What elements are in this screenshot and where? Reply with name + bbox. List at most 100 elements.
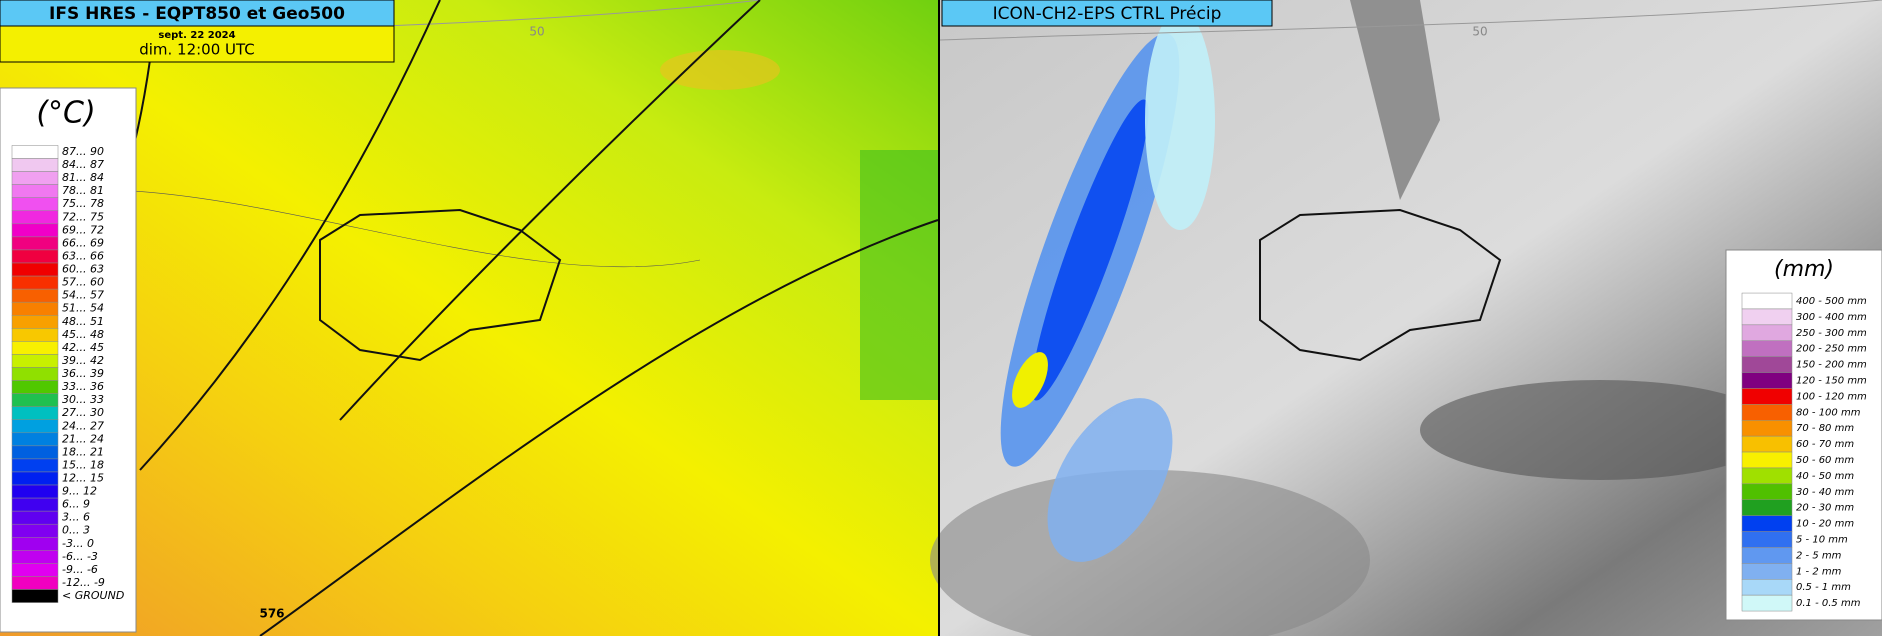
legend-label: 42... 45 xyxy=(62,341,104,354)
contour-label: 576 xyxy=(259,607,284,621)
legend-label: 100 - 120 mm xyxy=(1796,391,1867,402)
legend-swatch xyxy=(1741,579,1793,596)
legend-label: 84... 87 xyxy=(62,158,104,171)
legend-swatch xyxy=(11,458,59,473)
legend-label: 40 - 50 mm xyxy=(1796,471,1854,482)
legend-swatch xyxy=(11,341,59,355)
legend-swatch xyxy=(11,432,59,447)
legend-swatch xyxy=(11,380,59,394)
right-map xyxy=(930,0,1882,640)
legend-swatch xyxy=(11,510,59,525)
legend-label: 18... 21 xyxy=(62,445,104,458)
legend-swatch xyxy=(11,301,59,316)
legend-swatch xyxy=(11,471,59,486)
legend-swatch xyxy=(11,145,59,159)
legend-label: -3... 0 xyxy=(62,537,94,550)
legend-unit: (°C) xyxy=(36,96,95,131)
legend-swatch xyxy=(1741,324,1793,342)
legend-label: 24... 27 xyxy=(62,419,104,432)
legend-swatch xyxy=(1741,388,1793,405)
legend-swatch xyxy=(11,419,59,434)
legend-swatch xyxy=(1741,340,1793,357)
left-date: sept. 22 2024 xyxy=(158,30,235,41)
legend-label: -9... -6 xyxy=(62,563,98,576)
legend-label: 70 - 80 mm xyxy=(1796,423,1854,434)
legend-swatch xyxy=(1741,308,1793,326)
legend-label: 60 - 70 mm xyxy=(1796,439,1854,450)
legend-label: 2 - 5 mm xyxy=(1796,550,1842,561)
legend-swatch xyxy=(1741,420,1793,437)
legend-label: 80 - 100 mm xyxy=(1796,407,1861,418)
legend-label: 87... 90 xyxy=(62,145,104,158)
legend-label: 6... 9 xyxy=(62,498,90,511)
legend-label: 27... 30 xyxy=(62,406,104,419)
legend-swatch xyxy=(11,288,59,303)
legend-swatch xyxy=(11,523,59,538)
legend-swatch xyxy=(11,275,59,290)
legend-swatch xyxy=(1741,483,1793,501)
legend-label: 66... 69 xyxy=(62,236,104,249)
legend-label: 54... 57 xyxy=(62,289,104,302)
legend-label: 30 - 40 mm xyxy=(1796,487,1854,498)
legend-swatch xyxy=(11,354,59,368)
legend-swatch xyxy=(1741,404,1793,421)
legend-label: 63... 66 xyxy=(62,249,104,262)
legend-swatch xyxy=(1741,499,1793,516)
legend-swatch xyxy=(11,537,59,551)
legend-label: 33... 36 xyxy=(62,380,104,393)
legend-swatch xyxy=(1741,356,1793,373)
legend-label: 300 - 400 mm xyxy=(1796,312,1867,323)
legend-swatch xyxy=(11,497,59,512)
legend-swatch xyxy=(11,550,59,564)
legend-swatch xyxy=(11,171,59,185)
legend-label: 0.1 - 0.5 mm xyxy=(1796,598,1861,609)
legend-label: 3... 6 xyxy=(62,511,90,524)
legend-label: -6... -3 xyxy=(62,550,98,563)
legend-label: 9... 12 xyxy=(62,485,97,498)
legend-swatch xyxy=(1741,515,1793,532)
legend-label: 75... 78 xyxy=(62,197,104,210)
legend-label: 400 - 500 mm xyxy=(1796,296,1867,307)
legend-label: 120 - 150 mm xyxy=(1796,376,1867,387)
legend-label: 0.5 - 1 mm xyxy=(1796,582,1851,593)
legend-label: 250 - 300 mm xyxy=(1796,328,1867,339)
legend-swatch xyxy=(11,406,59,420)
legend-swatch xyxy=(11,445,59,460)
legend-label: 45... 48 xyxy=(62,328,104,341)
legend-label: 48... 51 xyxy=(62,315,104,328)
legend-label: 21... 24 xyxy=(62,432,104,445)
legend-swatch xyxy=(11,197,59,212)
legend-swatch xyxy=(11,576,59,590)
right-title: ICON-CH2-EPS CTRL Précip xyxy=(993,4,1222,24)
legend-label: 69... 72 xyxy=(62,223,104,236)
legend-label: 10 - 20 mm xyxy=(1796,519,1854,530)
legend-swatch xyxy=(11,484,59,499)
legend-swatch xyxy=(1741,467,1793,485)
legend-swatch xyxy=(11,262,59,277)
legend-label: 72... 75 xyxy=(62,210,104,223)
legend-label: < GROUND xyxy=(62,589,124,602)
legend-swatch xyxy=(1741,372,1793,389)
legend-swatch xyxy=(11,210,59,225)
left-map xyxy=(0,0,939,637)
legend-swatch xyxy=(11,158,59,172)
legend-swatch xyxy=(1741,547,1793,564)
legend-swatch xyxy=(1741,292,1793,310)
contour-label: 50 xyxy=(529,25,544,39)
legend-label: 0... 3 xyxy=(62,524,90,537)
legend-label: 50 - 60 mm xyxy=(1796,455,1854,466)
legend-label: 30... 33 xyxy=(62,393,104,406)
legend-swatch xyxy=(1741,563,1793,580)
legend-label: 60... 63 xyxy=(62,263,104,276)
legend-label: 12... 15 xyxy=(62,472,104,485)
legend-unit: (mm) xyxy=(1774,257,1834,282)
legend-swatch xyxy=(11,223,59,238)
legend-swatch xyxy=(1741,435,1793,453)
legend-label: 51... 54 xyxy=(62,302,104,315)
legend-swatch xyxy=(1741,531,1793,548)
legend-swatch xyxy=(1741,594,1793,612)
legend-swatch xyxy=(11,367,59,381)
legend-swatch xyxy=(1741,451,1793,469)
